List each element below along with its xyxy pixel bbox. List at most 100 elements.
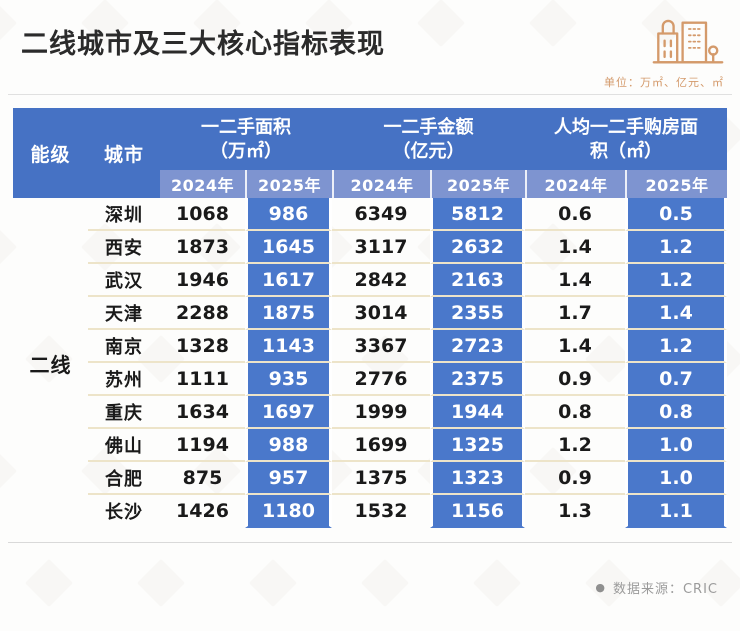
watermark-mark (360, 558, 410, 608)
tier-label: 二线 (29, 352, 72, 377)
per-capita-2025-value: 1.2 (625, 231, 727, 264)
per-capita-2024-value: 1.4 (525, 330, 625, 363)
table-row: 二线 深圳 1068 986 6349 5812 0.6 0.5 (13, 198, 727, 377)
area-2025-value: 1875 (245, 297, 332, 330)
amount-2025-value: 1156 (430, 495, 525, 528)
city-name: 天津 (88, 297, 160, 330)
area-2025-value: 988 (245, 429, 332, 462)
watermark-mark (248, 558, 298, 608)
per-capita-2025-value: 1.2 (625, 264, 727, 297)
per-capita-2025-value: 1.1 (625, 495, 727, 528)
group-header-amount: 一二手金额 （亿元） (332, 108, 525, 170)
year-header-pc-2024: 2024年 (525, 170, 625, 198)
table-body: 二线 深圳 1068 986 6349 5812 0.6 0.5 西安 1873 1645 3117 2… (13, 198, 727, 528)
table-row: 重庆 1634 1697 1999 1944 0.8 0.8 (13, 396, 727, 429)
amount-2024-value: 1375 (332, 462, 430, 495)
area-2025-value: 1617 (245, 264, 332, 297)
year-header-amount-2024: 2024年 (332, 170, 430, 198)
table-row: 武汉 1946 1617 2842 2163 1.4 1.2 (13, 264, 727, 297)
per-capita-2025-value: 1.0 (625, 429, 727, 462)
city-name: 长沙 (105, 501, 143, 523)
area-2025-value: 1143 (245, 330, 332, 363)
per-capita-2024-value: 1.2 (525, 429, 625, 462)
metrics-table-wrap: 能级 城市 一二手面积 （万㎡） 一二手金额 （亿元） 人均一二手购房面 积（㎡… (13, 108, 727, 528)
year-header-area-2025: 2025年 (245, 170, 332, 198)
area-2025-value: 986 (245, 198, 332, 231)
watermark-mark (472, 558, 522, 608)
per-capita-2025-value: 1.4 (625, 297, 727, 330)
year-header-area-2024: 2024年 (160, 170, 245, 198)
amount-2025-value: 1323 (430, 462, 525, 495)
metrics-table: 能级 城市 一二手面积 （万㎡） 一二手金额 （亿元） 人均一二手购房面 积（㎡… (13, 108, 727, 528)
data-source: ● 数据来源：CRIC (595, 578, 718, 597)
city-name: 苏州 (88, 363, 160, 396)
amount-2024-value: 2842 (332, 264, 430, 297)
city-buildings-icon (652, 19, 724, 64)
city-name: 武汉 (88, 264, 160, 297)
page-title: 二线城市及三大核心指标表现 (21, 29, 385, 60)
per-capita-2025-value: 1.0 (625, 462, 727, 495)
amount-2024-value: 1999 (332, 396, 430, 429)
watermark-mark (528, 0, 578, 48)
data-source-label: 数据来源：CRIC (612, 582, 718, 597)
bullet-dot-icon: ● (595, 581, 606, 594)
table-row: 西安 1873 1645 3117 2632 1.4 1.2 (13, 231, 727, 264)
table-row: 长沙 1426 1180 1532 1156 1.3 1.1 (13, 495, 727, 528)
table-row: 苏州 1111 935 2776 2375 0.9 0.7 (13, 363, 727, 396)
area-2024-value: 1426 (176, 499, 229, 522)
area-2024-value: 1634 (160, 396, 245, 429)
amount-2025-value: 2632 (430, 231, 525, 264)
per-capita-2024-value: 0.6 (525, 198, 625, 231)
per-capita-2025-value: 0.5 (625, 198, 727, 231)
year-header-amount-2025: 2025年 (430, 170, 525, 198)
area-2024-value: 875 (160, 462, 245, 495)
per-capita-2024-value: 1.4 (525, 264, 625, 297)
table-row: 南京 1328 1143 3367 2723 1.4 1.2 (13, 330, 727, 363)
area-2025-value: 957 (245, 462, 332, 495)
area-2024-value: 1328 (160, 330, 245, 363)
area-2024-value: 1068 (160, 198, 245, 231)
per-capita-2025-value: 0.7 (625, 363, 727, 396)
amount-2025-value: 2163 (430, 264, 525, 297)
per-capita-2025-value: 1.2 (625, 330, 727, 363)
table-row: 合肥 875 957 1375 1323 0.9 1.0 (13, 462, 727, 495)
amount-2025-value: 1325 (430, 429, 525, 462)
watermark-mark (24, 558, 74, 608)
city-name: 重庆 (88, 396, 160, 429)
group-header-per-capita: 人均一二手购房面 积（㎡） (525, 108, 727, 170)
amount-2025-value: 2723 (430, 330, 525, 363)
table-row: 天津 2288 1875 3014 2355 1.7 1.4 (13, 297, 727, 330)
table-row: 佛山 1194 988 1699 1325 1.2 1.0 (13, 429, 727, 462)
area-2025-value: 935 (245, 363, 332, 396)
area-2024-value: 1946 (160, 264, 245, 297)
per-capita-2024-value: 0.8 (525, 396, 625, 429)
area-2025-value: 1645 (245, 231, 332, 264)
watermark-mark (0, 0, 18, 48)
unit-note: 单位：万㎡、亿元、㎡ (604, 76, 724, 89)
per-capita-2024-value: 0.9 (525, 462, 625, 495)
city-name: 南京 (88, 330, 160, 363)
watermark-mark (416, 0, 466, 48)
area-2025-value: 1697 (245, 396, 332, 429)
group-header-area: 一二手面积 （万㎡） (160, 108, 332, 170)
city-name: 西安 (88, 231, 160, 264)
city-name: 佛山 (88, 429, 160, 462)
year-header-pc-2025: 2025年 (625, 170, 727, 198)
table-header: 能级 城市 一二手面积 （万㎡） 一二手金额 （亿元） 人均一二手购房面 积（㎡… (13, 108, 727, 198)
area-2024-value: 2288 (160, 297, 245, 330)
city-name: 深圳 (88, 198, 160, 231)
amount-2024-value: 2776 (332, 363, 430, 396)
column-header-tier: 能级 (13, 108, 88, 198)
amount-2024-value: 6349 (332, 198, 430, 231)
per-capita-2025-value: 0.8 (625, 396, 727, 429)
watermark-mark (136, 558, 186, 608)
amount-2024-value: 3367 (332, 330, 430, 363)
city-name: 合肥 (88, 462, 160, 495)
bottom-divider (8, 542, 732, 543)
area-2024-value: 1873 (160, 231, 245, 264)
amount-2024-value: 1699 (332, 429, 430, 462)
amount-2025-value: 2355 (430, 297, 525, 330)
amount-2024-value: 3014 (332, 297, 430, 330)
area-2024-value: 1194 (160, 429, 245, 462)
amount-2025-value: 5812 (430, 198, 525, 231)
